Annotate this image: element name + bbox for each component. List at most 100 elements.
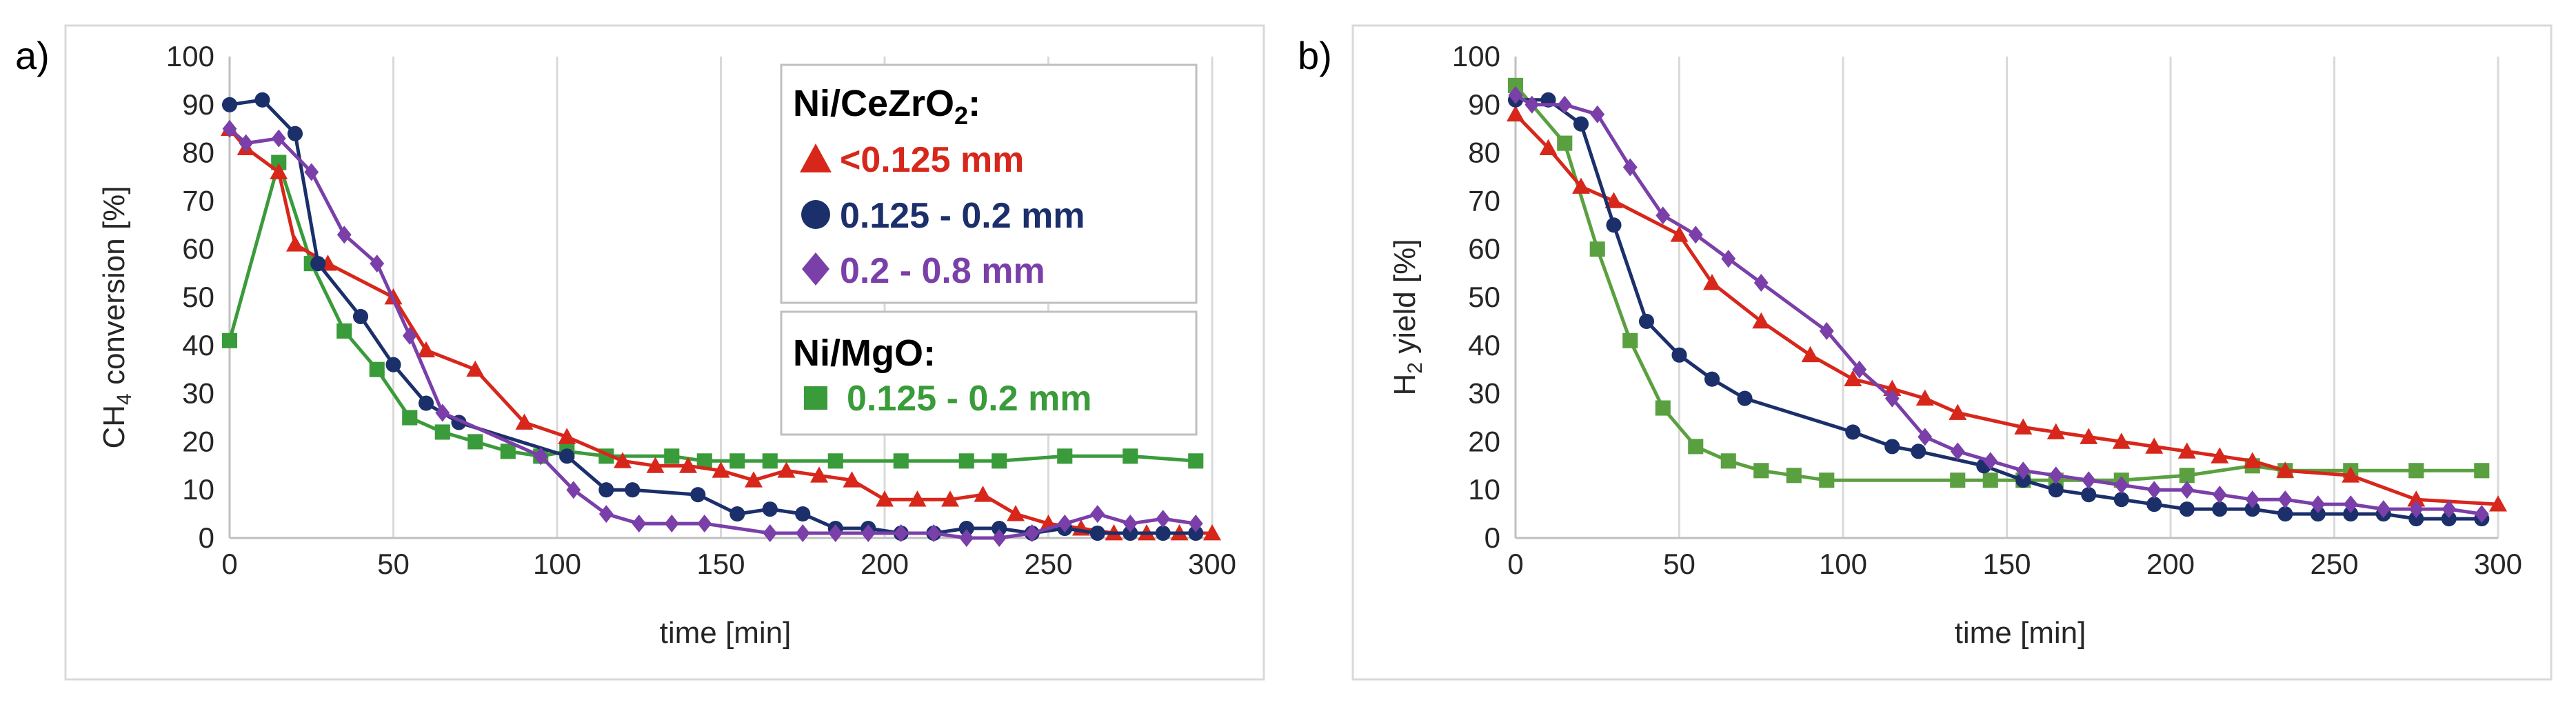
panel-a-point-square bbox=[221, 332, 238, 348]
panel-a-y-tick-label: 30 bbox=[182, 377, 214, 410]
panel-a-point-circle bbox=[310, 256, 326, 272]
panel-a-point-triangle bbox=[1007, 505, 1025, 521]
panel-b-point-diamond bbox=[1983, 452, 1998, 470]
panel-a-point-diamond bbox=[1025, 524, 1040, 543]
panel-a-point-triangle bbox=[876, 490, 894, 507]
panel-b-point-triangle bbox=[2145, 437, 2164, 454]
panel-a-point-diamond bbox=[894, 524, 909, 543]
panel-b-y-tick-label: 80 bbox=[1468, 137, 1500, 169]
panel-a-tick-labels: 0 50 100 150 200 250 300 0 10 20 30 40 50 60 70 80 90 100 bbox=[166, 40, 1236, 580]
panel-a-point-diamond bbox=[1188, 515, 1203, 533]
panel-b-point-circle bbox=[2113, 492, 2129, 508]
legend-marker-diamond bbox=[802, 252, 829, 286]
panel-a-y-tick-label: 100 bbox=[166, 40, 214, 72]
panel-a-point-square bbox=[1188, 453, 1204, 469]
panel-a-point-triangle bbox=[1203, 524, 1221, 541]
panel-b-point-circle bbox=[1884, 439, 1900, 455]
panel-b-y-tick-label: 50 bbox=[1468, 281, 1500, 313]
panel-a-y-label-sub: 4 bbox=[113, 393, 136, 405]
panel-a-y-tick-label: 10 bbox=[182, 473, 214, 506]
panel-b-tick-labels: 0 50 100 150 200 250 300 0 10 20 30 40 50 60 70 80 90 100 bbox=[1452, 40, 2522, 580]
panel-b-axes bbox=[1514, 57, 2498, 539]
panel-a-point-circle bbox=[385, 357, 401, 372]
panel-a-y-tick-label: 0 bbox=[199, 521, 214, 554]
panel-a-x-tick-label: 300 bbox=[1188, 548, 1236, 580]
panel-b-point-triangle bbox=[2489, 495, 2507, 512]
panel-b-point-diamond bbox=[2146, 481, 2162, 499]
legend-heading-cezro2-sub: 2 bbox=[954, 101, 968, 130]
panel-a-point-circle bbox=[598, 482, 614, 498]
panel-b-y-tick-label: 70 bbox=[1468, 184, 1500, 217]
panel-b-point-triangle bbox=[1670, 226, 1689, 242]
panel-a-point-circle bbox=[221, 97, 238, 112]
panel-b-point-square bbox=[2179, 468, 2195, 484]
panel-b-point-diamond bbox=[2081, 471, 2096, 490]
panel-b-point-diamond bbox=[2343, 495, 2358, 514]
panel-a-point-triangle bbox=[745, 471, 763, 488]
panel-a-point-diamond bbox=[664, 515, 679, 533]
panel-a-point-square bbox=[696, 453, 712, 469]
panel-a-point-circle bbox=[795, 506, 811, 522]
panel-a-point-diamond bbox=[336, 226, 352, 244]
panel-a-y-tick-label: 40 bbox=[182, 329, 214, 361]
panel-a-point-square bbox=[369, 361, 385, 377]
legend-box-ceo2 bbox=[780, 63, 1198, 304]
panel-b-point-circle bbox=[2277, 506, 2293, 522]
panel-b-point-diamond bbox=[2376, 500, 2391, 519]
panel-a-point-circle bbox=[1155, 525, 1171, 541]
panel-a-point-square bbox=[1057, 448, 1073, 464]
panel-a-point-square bbox=[434, 424, 450, 440]
panel-b-point-diamond bbox=[2015, 461, 2031, 480]
panel-a-point-triangle bbox=[974, 486, 992, 502]
panel-a-point-triangle bbox=[908, 490, 927, 507]
panel-b-point-circle bbox=[1845, 424, 1861, 440]
legend-label-series-2: 0.125 - 0.2 mm bbox=[840, 196, 1085, 236]
panel-b-point-diamond bbox=[1590, 105, 1605, 123]
panel-a-point-square bbox=[336, 323, 352, 339]
panel-b-x-tick-label: 150 bbox=[1982, 548, 2031, 580]
panel-b-point-diamond bbox=[2474, 505, 2489, 524]
panel-a-point-square bbox=[500, 444, 516, 459]
panel-b-point-triangle bbox=[1507, 105, 1525, 122]
panel-a-point-diamond bbox=[1123, 515, 1138, 533]
panel-b-y-tick-label: 0 bbox=[1485, 521, 1500, 554]
panel-b-point-diamond bbox=[1525, 95, 1540, 114]
panel-a-x-tick-label: 50 bbox=[377, 548, 410, 580]
panel-b-y-tick-label: 60 bbox=[1468, 232, 1500, 265]
panel-a-point-circle bbox=[418, 395, 434, 411]
panel-a-point-diamond bbox=[763, 524, 778, 543]
panel-a-point-circle bbox=[992, 520, 1007, 537]
panel-b-point-circle bbox=[2146, 497, 2162, 512]
panel-a-point-diamond bbox=[370, 255, 385, 273]
panel-b-point-triangle bbox=[2177, 442, 2196, 459]
panel-b-point-diamond bbox=[1950, 442, 1965, 461]
panel-b-point-triangle bbox=[1604, 192, 1623, 208]
panel-b-point-triangle bbox=[1915, 389, 1934, 406]
panel-a-point-diamond bbox=[435, 404, 450, 422]
panel-b-point-diamond bbox=[2311, 495, 2326, 514]
panel-a-point-diamond bbox=[598, 505, 614, 524]
panel-a-x-tick-label: 150 bbox=[696, 548, 745, 580]
panel-a-point-circle bbox=[729, 506, 745, 522]
panel-b-point-triangle bbox=[2276, 461, 2295, 478]
panel-a-point-square bbox=[271, 155, 287, 170]
panel-a-point-diamond bbox=[402, 326, 417, 345]
panel-b-point-circle bbox=[1737, 390, 1753, 406]
panel-a-point-square bbox=[958, 453, 974, 469]
panel-a-point-triangle bbox=[286, 235, 304, 252]
legend-heading-mgo: Ni/MgO: bbox=[793, 332, 936, 374]
panel-b-point-square bbox=[1507, 77, 1524, 93]
panel-b-y-tick-label: 10 bbox=[1468, 473, 1500, 506]
panel-b-point-triangle bbox=[2080, 428, 2098, 444]
panel-b-point-square bbox=[1753, 463, 1769, 479]
panel-a-point-square bbox=[1123, 448, 1138, 464]
panel-b-point-triangle bbox=[2342, 466, 2360, 483]
panel-a-y-label-tail: conversion [%] bbox=[97, 186, 131, 393]
panel-a-point-triangle bbox=[712, 461, 730, 478]
panel-b-point-diamond bbox=[1557, 95, 1572, 114]
legend-box-mgo bbox=[780, 310, 1198, 436]
legend-label-series-1: <0.125 mm bbox=[840, 140, 1024, 180]
panel-b-point-triangle bbox=[1844, 370, 1862, 387]
panel-a-point-square bbox=[992, 453, 1007, 469]
